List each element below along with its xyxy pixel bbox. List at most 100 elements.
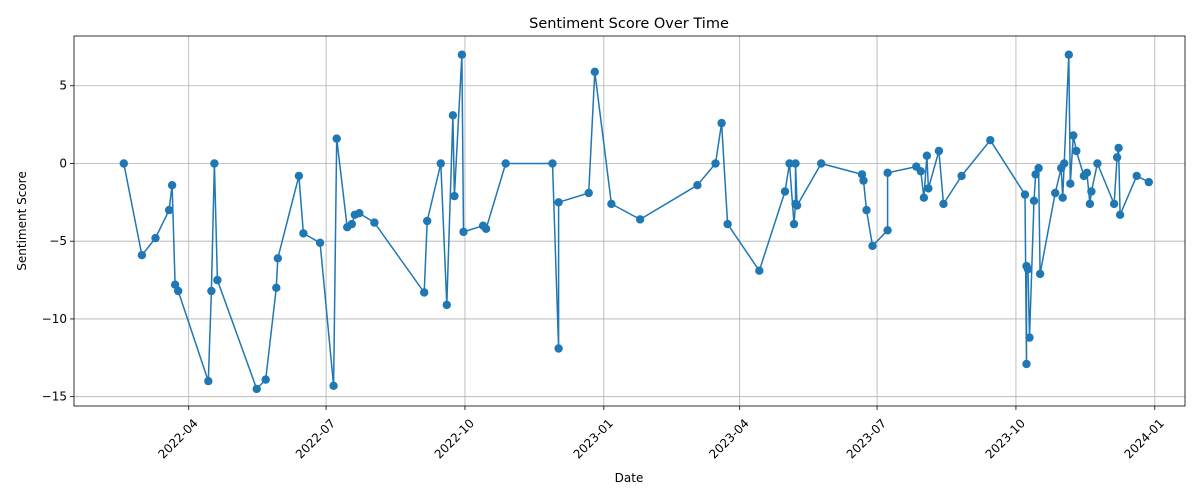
data-point: [1112, 153, 1122, 162]
plot-area: [73, 35, 1186, 407]
x-tick-label: 2023-07: [844, 416, 889, 461]
data-point: [862, 205, 871, 215]
x-tick-label: 2022-10: [432, 416, 477, 461]
y-tick-label: 5: [59, 79, 67, 93]
data-point: [299, 229, 308, 238]
data-point: [548, 159, 557, 168]
data-point: [554, 198, 563, 207]
data-point: [711, 159, 720, 168]
data-point: [170, 280, 180, 289]
data-point: [272, 283, 281, 292]
data-point: [436, 159, 445, 168]
data-point: [423, 216, 432, 226]
data-point: [693, 181, 702, 190]
data-point: [1022, 359, 1031, 369]
data-point: [1058, 193, 1067, 202]
data-point: [261, 375, 270, 384]
data-point: [1114, 143, 1123, 153]
data-point: [501, 159, 510, 168]
data-point: [174, 286, 183, 296]
sentiment-series: [119, 50, 1154, 394]
data-point: [1093, 159, 1102, 168]
data-point: [916, 167, 925, 176]
data-point: [1085, 199, 1095, 209]
x-tick-label: 2023-04: [706, 416, 751, 461]
data-point: [859, 176, 868, 185]
data-point: [315, 238, 325, 247]
data-point: [1035, 269, 1045, 279]
data-point: [590, 67, 599, 77]
data-point: [584, 188, 593, 198]
data-point: [934, 146, 944, 156]
data-point: [1069, 131, 1078, 140]
data-point: [957, 171, 966, 181]
data-point: [554, 344, 563, 353]
data-point: [792, 201, 802, 210]
y-tick-label: −10: [42, 312, 67, 326]
data-point: [717, 118, 726, 128]
data-point: [252, 384, 261, 394]
data-point: [1025, 333, 1034, 342]
data-point: [332, 134, 341, 143]
data-point: [459, 227, 468, 237]
data-point: [1082, 168, 1092, 177]
data-point: [939, 199, 948, 209]
data-point: [450, 191, 459, 201]
data-point: [607, 199, 616, 209]
data-point: [442, 300, 451, 310]
chart-title: Sentiment Score Over Time: [529, 16, 729, 32]
data-point: [329, 381, 338, 390]
data-point: [457, 50, 467, 59]
data-point: [355, 209, 364, 218]
data-point: [1031, 170, 1040, 179]
data-point: [723, 219, 732, 229]
y-axis: 5 0 −5 −10 −15: [42, 79, 74, 404]
data-point: [755, 266, 764, 275]
data-point: [167, 181, 177, 190]
grid-lines: [74, 36, 1185, 406]
data-point: [1132, 171, 1141, 181]
x-axis: 2022-04 2022-07 2022-10 2023-01 2023-04 2023-…: [155, 406, 1167, 462]
x-tick-label: 2023-01: [571, 416, 616, 461]
data-point: [213, 275, 222, 285]
data-point: [420, 288, 429, 297]
data-point: [347, 219, 356, 229]
data-point: [204, 376, 213, 386]
data-point: [1087, 187, 1096, 196]
data-point: [986, 136, 995, 145]
data-point: [883, 168, 892, 177]
data-point: [210, 159, 219, 168]
data-point: [164, 205, 174, 215]
data-point: [448, 111, 458, 120]
data-point: [1109, 199, 1119, 209]
y-tick-label: 0: [59, 156, 67, 170]
x-tick-label: 2022-07: [293, 416, 338, 461]
data-point: [780, 187, 790, 196]
data-point: [1020, 190, 1030, 199]
y-tick-label: −15: [42, 390, 67, 404]
x-axis-label: Date: [615, 471, 644, 485]
data-point: [370, 218, 379, 227]
data-point: [922, 151, 932, 160]
series-line: [123, 53, 1150, 390]
data-point: [1115, 210, 1125, 219]
data-point: [119, 159, 128, 168]
data-point: [151, 233, 160, 243]
data-point: [785, 159, 794, 168]
data-point: [273, 254, 282, 263]
y-axis-label: Sentiment Score: [15, 171, 29, 270]
data-point: [924, 184, 933, 193]
data-point: [817, 159, 826, 168]
data-point: [207, 286, 216, 296]
data-point: [1034, 163, 1043, 173]
data-point: [919, 193, 929, 202]
data-point: [1072, 146, 1081, 156]
x-tick-label: 2023-10: [983, 416, 1028, 461]
data-point: [1064, 50, 1074, 59]
y-tick-label: −5: [49, 234, 67, 248]
data-point: [1023, 265, 1033, 274]
data-point: [1051, 188, 1060, 198]
data-point: [1060, 159, 1069, 168]
data-point: [791, 159, 800, 168]
